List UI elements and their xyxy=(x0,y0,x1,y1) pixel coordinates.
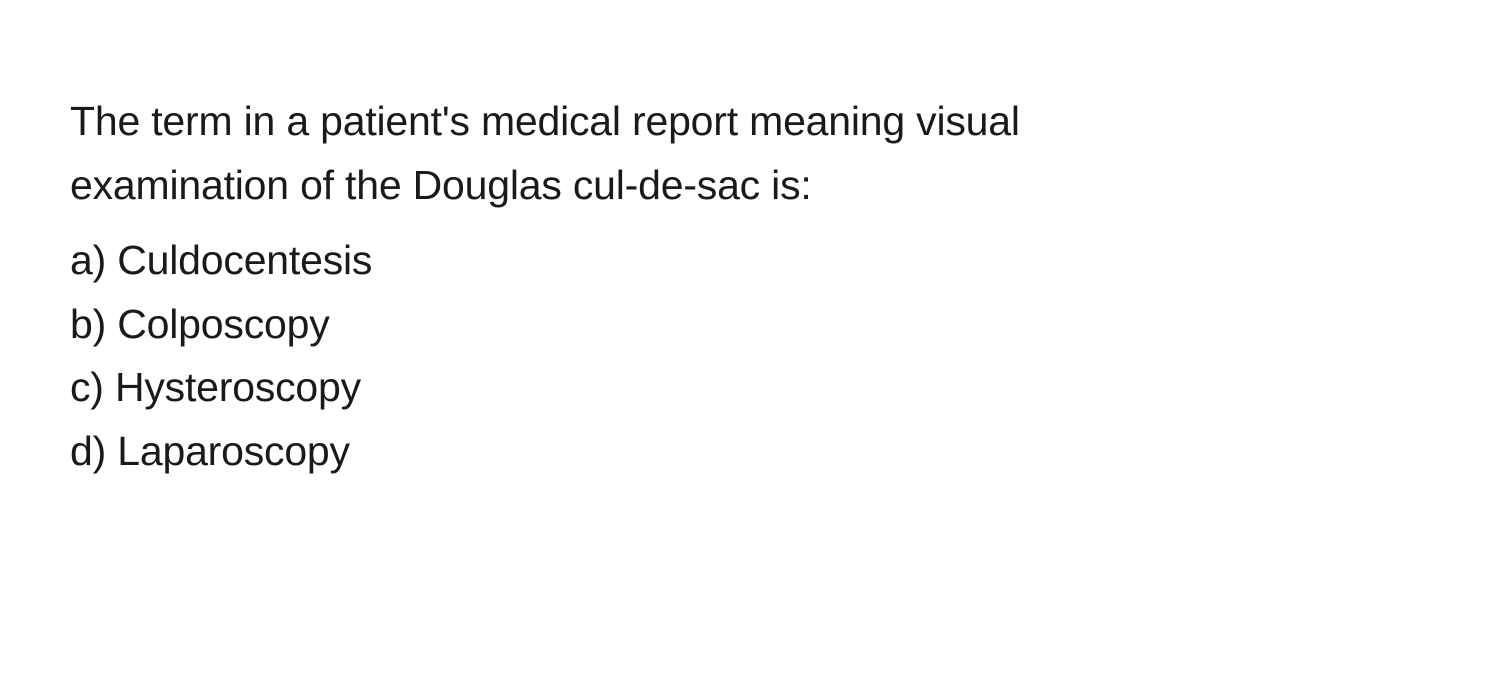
option-c: c) Hysteroscopy xyxy=(70,356,1070,420)
option-label: d) xyxy=(70,428,106,474)
options-list: a) Culdocentesis b) Colposcopy c) Hyster… xyxy=(70,229,1070,483)
option-text: Colposcopy xyxy=(117,301,329,347)
question-container: The term in a patient's medical report m… xyxy=(70,90,1070,483)
option-text: Culdocentesis xyxy=(117,237,372,283)
option-d: d) Laparoscopy xyxy=(70,420,1070,484)
option-text: Hysteroscopy xyxy=(115,364,361,410)
option-label: a) xyxy=(70,237,106,283)
option-label: c) xyxy=(70,364,104,410)
option-b: b) Colposcopy xyxy=(70,293,1070,357)
option-label: b) xyxy=(70,301,106,347)
option-a: a) Culdocentesis xyxy=(70,229,1070,293)
question-stem: The term in a patient's medical report m… xyxy=(70,90,1070,217)
option-text: Laparoscopy xyxy=(117,428,350,474)
